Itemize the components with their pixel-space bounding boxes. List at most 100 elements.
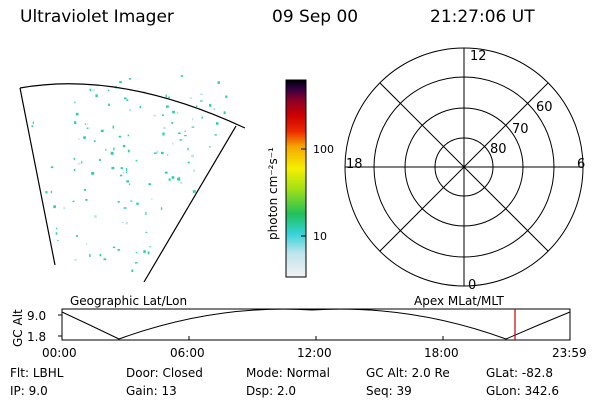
speckle-dot [162,132,165,136]
speckle-dot [95,94,98,97]
colorbar-label-100: 100 [313,143,334,156]
speckle-dot [122,171,125,174]
speckle-dot [201,116,203,119]
timeline-frame [61,308,571,341]
info-mode: Mode: Normal [246,366,330,380]
lat-label-80: 80 [490,142,507,157]
speckle-dot [86,123,88,125]
info-seq: Seq: 39 [366,384,412,398]
info-flt: Flt: LBHL [10,366,64,380]
speckle-dot [55,232,58,235]
speckle-dot [100,129,104,132]
speckle-dot [122,144,126,148]
speckle-dot [126,180,129,183]
speckle-dot [164,171,168,174]
speckle-dot [125,221,128,225]
timeline-xtick-3: 18:00 [424,346,459,360]
speckle-dot [184,130,186,132]
speckle-dot [191,154,194,158]
speckle-dot [126,99,129,101]
speckle-dot [145,212,147,215]
speckle-dot [131,269,134,272]
speckle-dot [129,183,131,186]
speckle-dot [177,178,181,181]
date-label: 09 Sep 00 [272,7,359,27]
speckle-dot [110,151,114,155]
info-dsp: Dsp: 2.0 [246,384,297,398]
colorbar-unit-label: photon cm⁻²s⁻¹ [266,147,280,240]
speckle-dot [45,191,48,194]
colorbar [285,79,307,278]
timeline-right-title: Apex MLat/MLT [414,294,504,308]
timeline-ytick-1_8: 1.8 [27,330,46,344]
speckle-dot [103,258,107,261]
speckle-dot [83,136,86,139]
mlt-label-18: 18 [346,157,363,172]
speckle-dot [117,249,120,251]
polar-grid [344,47,584,287]
speckle-dot [172,142,174,145]
speckle-dot [166,105,169,108]
speckle-dot [178,132,181,135]
speckle-dot [143,91,146,93]
speckle-dot [123,207,127,209]
speckle-dot [135,251,138,254]
speckle-dot [149,246,151,248]
speckle-dot [209,103,212,107]
speckle-dot [156,150,159,154]
auroral-speckles [31,75,228,272]
speckle-dot [225,95,228,98]
speckle-dot [74,258,77,261]
speckle-dot [135,159,138,162]
speckle-dot [128,78,131,80]
info-door: Door: Closed [126,366,203,380]
speckle-dot [193,169,195,172]
speckle-dot [209,146,211,148]
speckle-dot [139,106,142,109]
info-glat: GLat: -82.8 [486,366,553,380]
speckle-dot [74,101,76,104]
speckle-dot [129,109,132,112]
mlt-label-12: 12 [470,49,487,64]
speckle-dot [180,75,184,77]
time-label: 21:27:06 UT [430,7,535,27]
colorbar-label-10: 10 [313,230,327,243]
speckle-dot [163,126,166,129]
speckle-dot [135,262,138,264]
imager-panel [19,75,246,283]
altitude-curve [61,308,571,340]
speckle-dot [74,121,77,125]
timeline-x-ticks [58,314,571,340]
speckle-dot [98,158,101,162]
speckle-dot [171,122,174,124]
speckle-dot [72,200,75,203]
speckle-dot [105,148,107,151]
speckle-dot [214,134,217,136]
imager-right-edge [143,125,237,283]
speckle-dot [93,140,96,142]
polar-diagonal-2 [379,82,549,252]
lat-label-70: 70 [512,122,529,137]
speckle-dot [120,167,123,170]
mlt-label-0: 0 [468,278,476,293]
speckle-dot [143,250,146,253]
speckle-dot [153,114,157,117]
speckle-dot [160,207,163,210]
speckle-dot [223,111,226,115]
timeline-xtick-2: 12:00 [297,346,332,360]
speckle-dot [113,147,115,151]
speckle-dot [150,198,153,200]
speckle-dot [171,176,175,179]
speckle-dot [120,174,123,177]
speckle-dot [217,81,220,84]
mlt-label-6: 6 [577,157,585,172]
speckle-dot [168,178,171,181]
speckle-dot [200,100,203,102]
imager-top-edge [19,83,246,129]
speckle-dot [176,111,179,115]
speckle-dot [73,158,75,160]
timeline-ytick-9: 9.0 [27,309,46,323]
speckle-dot [31,125,33,128]
instrument-title: Ultraviolet Imager [20,7,174,27]
speckle-dot [99,253,102,257]
